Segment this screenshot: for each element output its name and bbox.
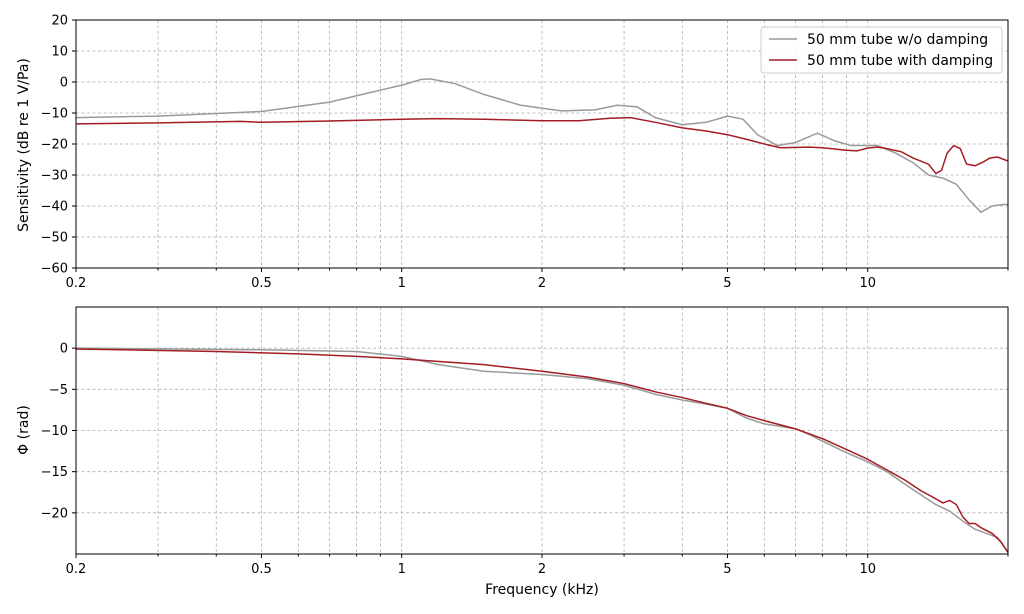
legend-label-with-damping: 50 mm tube with damping: [807, 53, 993, 69]
ytick-label: −50: [41, 231, 68, 246]
xtick-label: 2: [538, 276, 546, 291]
series-line-no-damping-bottom: [75, 347, 1009, 553]
xtick-label: 1: [398, 276, 406, 291]
ytick-label: 10: [51, 45, 68, 60]
ytick-label: −15: [41, 465, 68, 480]
ytick-label: 0: [60, 76, 68, 91]
series-line-with-damping-top: [75, 116, 1009, 175]
series-line-no-damping-top: [75, 78, 1008, 213]
sensitivity-panel: 0.2 0.5 1 2 5 10 −60 −50 −40 −30 −20 −10 0 10 20 Sensit…: [16, 14, 1009, 291]
ytick-label: −10: [41, 107, 68, 122]
ytick-label: −5: [49, 383, 68, 398]
ytick-label: −60: [41, 262, 68, 277]
ytick-label: 20: [51, 14, 68, 29]
ylabel-bottom: Φ (rad): [16, 405, 32, 455]
xtick-label: 5: [723, 562, 731, 577]
xtick-label: 1: [398, 562, 406, 577]
ytick-label: −10: [41, 424, 68, 439]
ytick-label: −20: [41, 506, 68, 521]
ytick-label: −40: [41, 200, 68, 215]
xtick-label: 0.5: [251, 276, 272, 291]
legend-label-no-damping: 50 mm tube w/o damping: [807, 32, 988, 48]
xtick-label: 0.2: [66, 276, 87, 291]
phase-panel: 0.2 0.5 1 2 5 10 −20 −15 −10 −5 0 Φ (rad) Frequency …: [16, 306, 1009, 598]
xtick-label: 10: [859, 276, 876, 291]
legend-box: [760, 26, 1003, 74]
ytick-label: −20: [41, 138, 68, 153]
series-line-with-damping-bottom: [75, 348, 1009, 553]
xtick-label: 10: [859, 562, 876, 577]
xtick-label: 5: [723, 276, 731, 291]
xtick-label: 2: [538, 562, 546, 577]
xtick-label: 0.5: [251, 562, 272, 577]
ylabel-top: Sensitivity (dB re 1 V/Pa): [16, 58, 32, 232]
grid-bottom: [75, 307, 1009, 554]
ytick-label: 0: [60, 342, 68, 357]
legend: 50 mm tube w/o damping 50 mm tube with da…: [760, 26, 1003, 74]
xlabel-bottom: Frequency (kHz): [485, 582, 599, 598]
xtick-label: 0.2: [66, 562, 87, 577]
ytick-label: −30: [41, 169, 68, 184]
